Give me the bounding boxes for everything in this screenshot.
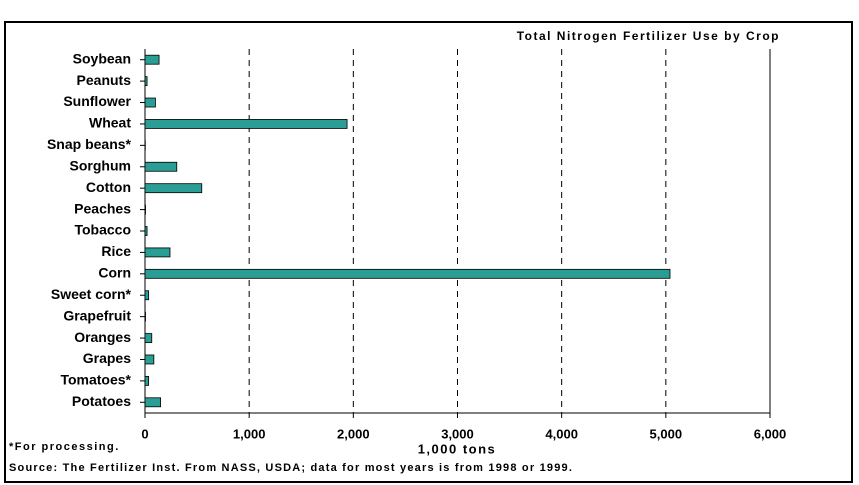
y-tick-label: Peaches xyxy=(74,200,131,216)
y-tick-label: Sunflower xyxy=(63,93,131,109)
bar xyxy=(144,119,348,129)
bar xyxy=(144,97,156,108)
x-tick-label: 1,000 xyxy=(233,426,266,441)
x-tick-label: 3,000 xyxy=(441,426,474,441)
y-tick-label: Corn xyxy=(98,265,131,281)
bar xyxy=(144,247,171,258)
y-tick-label: Cotton xyxy=(86,179,131,195)
chart-title: Total Nitrogen Fertilizer Use by Crop xyxy=(517,29,780,43)
frame xyxy=(4,21,853,483)
bar xyxy=(144,161,178,172)
y-tick-label: Tobacco xyxy=(74,222,131,238)
y-tick-label: Sweet corn* xyxy=(51,286,132,302)
y-tick-label: Soybean xyxy=(73,50,131,66)
source: Source: The Fertilizer Inst. From NASS, … xyxy=(9,462,573,474)
x-tick-label: 5,000 xyxy=(650,426,683,441)
x-tick-label: 6,000 xyxy=(754,426,787,441)
x-tick-label: 4,000 xyxy=(545,426,578,441)
y-tick-label: Wheat xyxy=(89,115,131,131)
bar xyxy=(144,354,155,365)
bar xyxy=(144,204,146,215)
y-tick-label: Grapefruit xyxy=(63,307,131,323)
bar xyxy=(144,268,671,279)
bar xyxy=(144,54,160,65)
x-tick-label: 2,000 xyxy=(337,426,370,441)
footnote: *For processing. xyxy=(9,441,120,453)
x-tick-label: 0 xyxy=(141,426,148,441)
y-tick-label: Tomatoes* xyxy=(60,372,131,388)
y-tick-label: Oranges xyxy=(74,329,131,345)
bar xyxy=(144,311,146,322)
bar xyxy=(144,397,162,408)
y-tick-label: Grapes xyxy=(83,350,131,366)
y-tick-label: Rice xyxy=(101,243,131,259)
bar xyxy=(144,76,148,87)
bar xyxy=(144,333,153,343)
y-tick-label: Potatoes xyxy=(72,393,131,409)
bar xyxy=(144,183,203,194)
y-tick-label: Snap beans* xyxy=(47,136,132,152)
bar xyxy=(144,375,150,386)
y-tick-label: Sorghum xyxy=(70,157,131,173)
y-tick-label: Peanuts xyxy=(77,72,132,88)
bar xyxy=(144,290,150,301)
x-axis-label: 1,000 tons xyxy=(418,441,497,456)
bar xyxy=(144,226,148,236)
